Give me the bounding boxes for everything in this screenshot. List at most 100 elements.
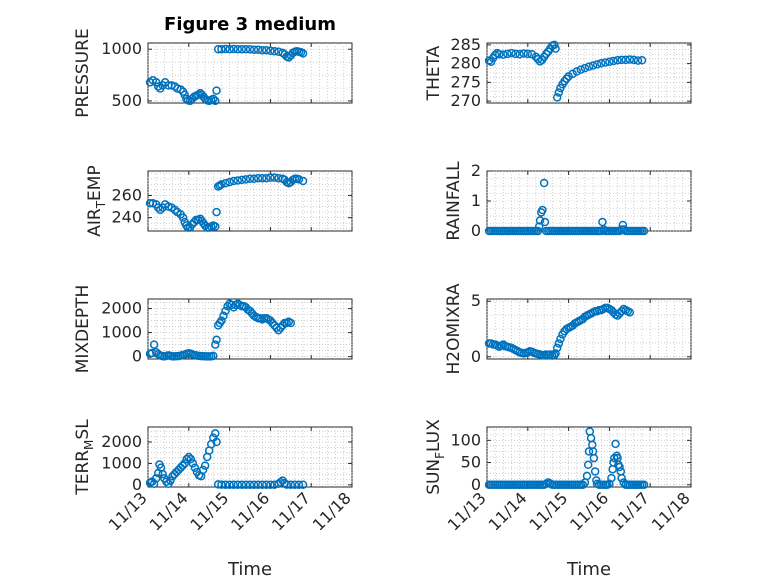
data-point	[621, 55, 630, 65]
y-axis-label: H2OMIXRA	[444, 283, 464, 374]
data-point	[552, 93, 562, 102]
data-point	[568, 69, 577, 78]
data-point	[298, 176, 308, 186]
y-tick-label: 275	[450, 72, 481, 91]
data-point	[211, 222, 220, 231]
data-point	[290, 480, 300, 489]
data-point	[241, 44, 251, 54]
data-point	[186, 454, 196, 464]
data-point	[229, 44, 238, 54]
data-point	[535, 216, 545, 225]
data-point	[162, 477, 171, 486]
data-point	[211, 96, 220, 106]
data-point	[209, 351, 218, 361]
data-point	[262, 173, 271, 183]
data-point	[257, 45, 267, 55]
y-axis-label-main: MIXDEPTH	[73, 285, 93, 374]
y-axis-label: MIXDEPTH	[73, 285, 93, 374]
data-point	[266, 480, 275, 489]
data-point	[262, 480, 271, 489]
y-tick-label: 270	[450, 91, 481, 110]
data-point	[245, 174, 255, 184]
data-point	[294, 175, 304, 184]
data-point	[221, 178, 230, 188]
y-tick-label: 285	[450, 35, 481, 54]
data-point	[217, 316, 226, 325]
data-point	[519, 49, 528, 58]
data-point	[158, 469, 167, 479]
y-tick-label: 0	[471, 347, 481, 366]
data-point	[550, 350, 559, 360]
y-tick-label: 500	[111, 91, 142, 110]
y-axis-label-subscript: F	[433, 452, 447, 459]
data-point	[245, 45, 255, 54]
data-point	[237, 175, 247, 185]
y-axis-label: THETA	[424, 45, 444, 101]
data-point	[249, 174, 259, 184]
y-axis-label: AIRTEMP	[85, 165, 108, 236]
data-point	[625, 308, 635, 317]
data-point	[245, 306, 255, 316]
data-point	[582, 471, 592, 481]
data-point	[282, 480, 291, 489]
data-point	[578, 480, 588, 490]
data-point	[611, 439, 620, 449]
y-axis-label-tail: SL	[73, 419, 93, 440]
data-point	[490, 50, 500, 60]
data-point	[233, 44, 243, 54]
data-point	[229, 176, 238, 186]
data-point	[596, 59, 606, 68]
data-point	[217, 480, 226, 489]
y-tick-label: 240	[111, 208, 142, 227]
data-point	[639, 480, 649, 490]
data-point	[257, 480, 267, 489]
data-point	[178, 461, 187, 470]
data-point	[541, 49, 551, 59]
data-point	[211, 340, 220, 349]
data-point	[294, 480, 304, 489]
data-point	[245, 480, 255, 489]
data-point	[237, 44, 247, 54]
data-point	[270, 173, 279, 182]
data-point	[170, 205, 180, 215]
data-point	[511, 49, 520, 59]
y-tick-label: 1000	[101, 39, 142, 58]
data-point	[584, 447, 594, 456]
y-tick-label: 0	[132, 347, 142, 366]
data-point	[221, 480, 230, 489]
y-axis-label: PRESSURE	[73, 28, 93, 117]
data-point	[266, 173, 275, 182]
data-point	[551, 349, 560, 358]
y-tick-label: 1000	[101, 323, 142, 342]
y-tick-label: 1000	[101, 453, 142, 472]
y-tick-label: 50	[461, 453, 481, 472]
data-point	[499, 50, 508, 59]
data-point	[193, 90, 203, 99]
y-tick-label: 0	[471, 475, 481, 494]
data-point	[298, 480, 308, 489]
data-point	[253, 173, 263, 183]
data-point	[551, 44, 560, 53]
data-point	[617, 306, 626, 316]
y-axis-label-main: TERR	[73, 450, 93, 496]
data-point	[149, 340, 159, 349]
axes-pressure: 500 1000 PRESSURE Figure 3 medium	[73, 14, 353, 118]
data-point	[241, 175, 251, 184]
y-tick-label: 5	[471, 291, 481, 310]
data-point	[200, 461, 210, 470]
data-point	[601, 58, 610, 67]
y-tick-label: 0	[132, 475, 142, 494]
data-point	[153, 82, 163, 91]
data-point	[584, 62, 594, 71]
data-point	[613, 56, 622, 65]
data-point	[274, 325, 283, 335]
data-point	[576, 65, 586, 74]
y-axis-label-main: H2OMIXRA	[444, 283, 464, 374]
plot-area	[147, 426, 353, 488]
data-point	[539, 178, 549, 188]
y-axis-label-tail: LUX	[424, 419, 444, 452]
y-axis-label-main: SUN	[424, 459, 444, 495]
